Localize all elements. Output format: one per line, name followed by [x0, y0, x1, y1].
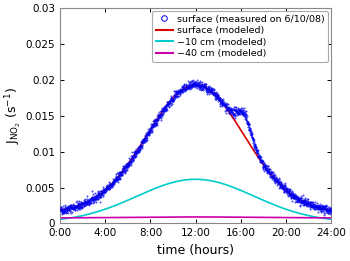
Legend: surface (measured on 6/10/08), surface (modeled), −10 cm (modeled), −40 cm (mode: surface (measured on 6/10/08), surface (…	[152, 11, 328, 62]
X-axis label: time (hours): time (hours)	[157, 244, 234, 257]
Y-axis label: J$_{\mathrm{NO}_2}$ (s$^{-1}$): J$_{\mathrm{NO}_2}$ (s$^{-1}$)	[4, 87, 25, 144]
